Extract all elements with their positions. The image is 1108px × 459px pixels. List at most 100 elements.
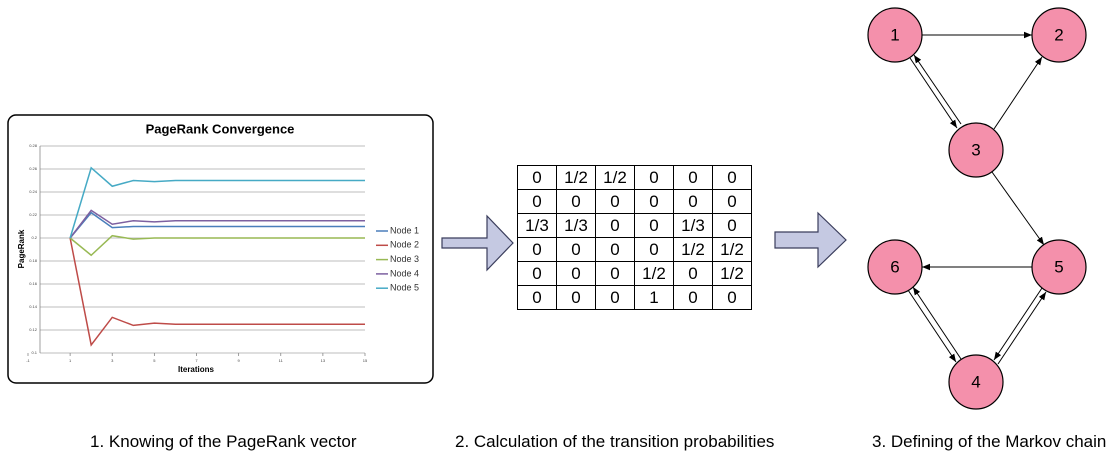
- matrix-cell: 0: [712, 189, 752, 214]
- y-tick-label: 0.14: [29, 304, 38, 309]
- matrix-cell: 1/3: [673, 213, 713, 238]
- y-tick-label: 0.12: [29, 327, 38, 332]
- caption: 1. Knowing of the PageRank vector: [90, 432, 357, 451]
- matrix-cell: 0: [517, 261, 557, 286]
- matrix-cell: 0: [517, 165, 557, 190]
- matrix-cell: 0: [595, 285, 635, 310]
- caption: 3. Defining of the Markov chain: [872, 432, 1107, 451]
- line-series: [69, 234, 365, 257]
- matrix-cell: 0: [712, 213, 752, 238]
- matrix-cell: 0: [556, 237, 596, 262]
- y-tick-label: 0.22: [29, 212, 38, 217]
- node: [867, 239, 923, 295]
- x-tick-label: 11: [279, 358, 284, 363]
- node-label: 1: [890, 25, 899, 44]
- matrix-row: 0 1/2 1/2 0 0 0: [517, 165, 752, 190]
- matrix-cell: 0: [517, 237, 557, 262]
- matrix-cell: 1/3: [517, 213, 557, 238]
- node-label: 4: [971, 372, 980, 391]
- legend-label: Node 5: [390, 283, 419, 293]
- matrix-cell: 0: [634, 237, 674, 262]
- legend-label: Node 2: [390, 240, 419, 250]
- matrix-cell: 1: [634, 285, 674, 310]
- matrix-cell: 1/2: [556, 165, 596, 190]
- node: [1031, 239, 1087, 295]
- node: [948, 354, 1004, 410]
- matrix-cell: 0: [712, 285, 752, 310]
- matrix-cell: 0: [517, 285, 557, 310]
- matrix-cell: 0: [712, 165, 752, 190]
- x-tick-label: 9: [238, 358, 241, 363]
- matrix-cell: 0: [673, 261, 713, 286]
- x-tick-label: 7: [195, 358, 198, 363]
- matrix-cell: 0: [673, 285, 713, 310]
- y-tick-label: 0.28: [29, 143, 38, 148]
- matrix-cell: 1/2: [712, 237, 752, 262]
- matrix-cell: 1/2: [634, 261, 674, 286]
- legend-label: Node 1: [390, 225, 419, 235]
- line-series: [69, 211, 365, 239]
- matrix-cell: 0: [634, 189, 674, 214]
- matrix-cell: 0: [595, 213, 635, 238]
- x-tick-label: 1: [69, 358, 72, 363]
- edge: [912, 286, 962, 360]
- edge: [997, 291, 1047, 365]
- node-label: 5: [1054, 257, 1063, 276]
- matrix-cell: 1/2: [673, 237, 713, 262]
- edge: [907, 289, 957, 363]
- y-tick-label: 0.24: [29, 189, 38, 194]
- x-tick-label: -1: [26, 358, 30, 363]
- matrix-cell: 0: [595, 237, 635, 262]
- line-series: [69, 237, 365, 347]
- y-tick-label: 0.2: [31, 235, 37, 240]
- matrix-cell: 0: [517, 189, 557, 214]
- edge: [993, 287, 1043, 361]
- legend-label: Node 3: [390, 254, 419, 264]
- legend-label: Node 4: [390, 268, 419, 278]
- block-arrow: [774, 211, 847, 269]
- y-tick-label: 0.18: [29, 258, 38, 263]
- transition-matrix: 0 1/2 1/2 0 0 0 0 0 0 0 0 0 1/3 1/3 0 0 1/3 0 0 0 0 0 1/2 1/2 0 0…: [517, 165, 752, 310]
- matrix-cell: 0: [634, 165, 674, 190]
- matrix-cell: 1/2: [712, 261, 752, 286]
- x-axis-label: Iterations: [178, 365, 215, 374]
- edge: [993, 56, 1043, 130]
- edge: [991, 171, 1045, 246]
- matrix-row: 0 0 0 1/2 0 1/2: [517, 261, 752, 286]
- x-tick-label: 3: [111, 358, 114, 363]
- node-label: 6: [890, 257, 899, 276]
- matrix-row: 0 0 0 0 1/2 1/2: [517, 237, 752, 262]
- caption: 2. Calculation of the transition probabi…: [455, 432, 775, 451]
- matrix-cell: 1/2: [595, 165, 635, 190]
- matrix-row: 1/3 1/3 0 0 1/3 0: [517, 213, 752, 238]
- y-tick-label: 0.26: [29, 166, 38, 171]
- chart-frame: [7, 114, 434, 384]
- chart-title: PageRank Convergence: [146, 121, 295, 136]
- y-axis-label: PageRank: [17, 229, 26, 268]
- matrix-cell: 0: [556, 189, 596, 214]
- edge: [913, 54, 962, 125]
- y-tick-label: 0.1: [31, 350, 37, 355]
- x-tick-label: 5: [153, 358, 156, 363]
- matrix-cell: 0: [673, 165, 713, 190]
- x-tick-label: 15: [363, 358, 368, 363]
- line-series: [69, 209, 365, 239]
- y-tick-label: 0.16: [29, 281, 38, 286]
- node: [1031, 7, 1087, 63]
- node-label: 3: [971, 140, 980, 159]
- matrix-cell: 0: [556, 261, 596, 286]
- matrix-cell: 0: [595, 189, 635, 214]
- matrix-cell: 0: [634, 213, 674, 238]
- node: [867, 7, 923, 63]
- matrix-cell: 0: [673, 189, 713, 214]
- line-series: [69, 166, 365, 239]
- matrix-cell: 0: [595, 261, 635, 286]
- node: [948, 122, 1004, 178]
- block-arrow: [441, 214, 514, 272]
- matrix-cell: 0: [556, 285, 596, 310]
- matrix-cell: 1/3: [556, 213, 596, 238]
